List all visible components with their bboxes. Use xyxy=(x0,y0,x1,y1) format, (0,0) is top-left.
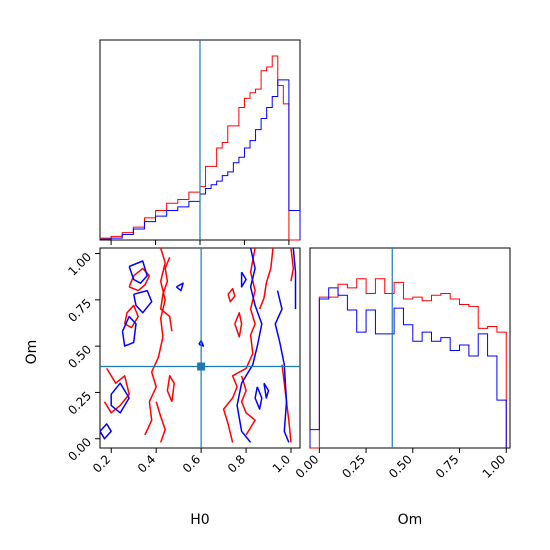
contour-series xyxy=(99,247,297,443)
contour-frame xyxy=(99,247,301,449)
truth-lines xyxy=(100,40,393,448)
contour-blue-line-12 xyxy=(292,247,297,310)
contour-red-line-6 xyxy=(103,368,130,414)
hist-om-series xyxy=(309,278,507,449)
truth-marker xyxy=(197,362,206,371)
contour-x-tick-label-1: 0.4 xyxy=(135,452,158,475)
contour-blue-line-1 xyxy=(132,289,153,314)
x-axis-label-h0: H0 xyxy=(190,512,209,528)
contour-blue-line-9 xyxy=(263,382,270,399)
contour-blue-line-5 xyxy=(175,282,184,292)
contour-x-tick-label-2: 0.6 xyxy=(180,452,203,475)
contour-red-line-1 xyxy=(123,304,139,329)
contour-blue-line-2 xyxy=(121,315,137,347)
contour-red-line-7 xyxy=(234,312,243,338)
contour-x-tick-label-3: 0.8 xyxy=(225,452,248,475)
contour-red-line-9 xyxy=(222,247,256,443)
contour-blue-line-10 xyxy=(240,271,247,288)
contour-x-tick-label-0: 0.2 xyxy=(90,452,113,475)
hist-om-x-tick-label-2: 0.50 xyxy=(386,452,415,481)
contour-red-line-4 xyxy=(155,401,166,443)
contour-red-line-8 xyxy=(227,287,236,303)
contour-blue-line-11 xyxy=(274,290,290,443)
contour-y-tick-label-4: 1.00 xyxy=(65,250,94,279)
contour-red-line-3 xyxy=(159,257,173,332)
hist-om-red-histogram xyxy=(310,278,507,449)
contour-red-line-10 xyxy=(258,247,274,310)
hist-om-x-tick-label-1: 0.25 xyxy=(339,452,368,481)
contour-red-line-11 xyxy=(240,375,256,436)
hist-om-x-tick-label-0: 0.00 xyxy=(293,452,322,481)
contour-red-line-5 xyxy=(166,375,175,402)
contour-y-tick-label-0: 0.00 xyxy=(65,435,94,464)
contour-blue-line-7 xyxy=(236,247,263,443)
contour-x-tick-label-4: 1.0 xyxy=(270,452,293,475)
contour-y-tick-label-3: 0.75 xyxy=(65,296,94,325)
contour-red-line-2 xyxy=(144,247,166,436)
contour-red-line-0 xyxy=(128,267,151,292)
contour-y-tick-label-1: 0.25 xyxy=(65,389,94,418)
contour-y-tick-label-2: 0.50 xyxy=(65,342,94,371)
hist-h0-blue-histogram xyxy=(99,79,301,240)
contour-blue-line-4 xyxy=(99,423,112,440)
y-axis-label-om: Om xyxy=(24,340,40,365)
contour-red-line-13 xyxy=(290,247,295,282)
x-axis-label-om: Om xyxy=(398,512,423,528)
hist-om-frame xyxy=(309,247,511,449)
hist-om-x-tick-label-4: 1.00 xyxy=(480,452,509,481)
contour-blue-line-0 xyxy=(128,260,148,284)
contour-blue-line-3 xyxy=(110,382,130,414)
hist-om-blue-histogram xyxy=(309,287,507,448)
hist-om-x-tick-label-3: 0.75 xyxy=(433,452,462,481)
contour-blue-line-8 xyxy=(254,386,263,410)
hist-h0-series xyxy=(99,55,301,241)
